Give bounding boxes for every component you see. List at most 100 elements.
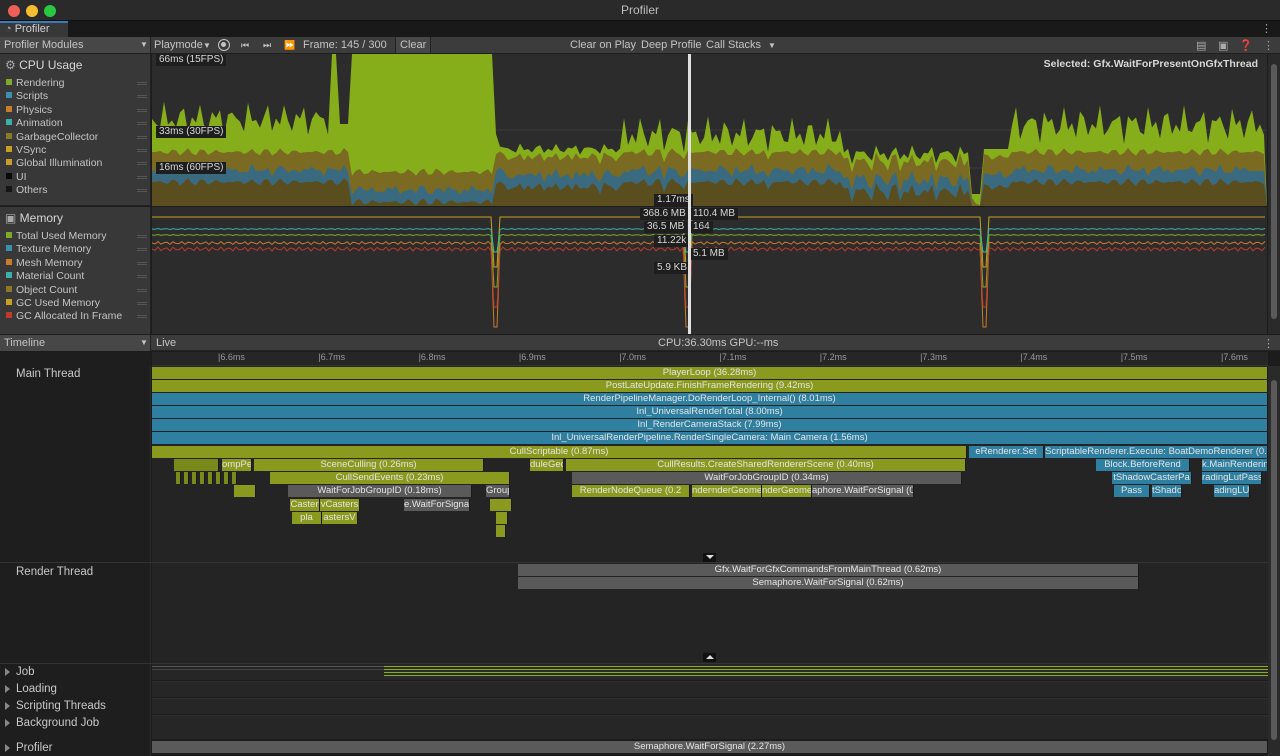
renderer-setup-bar[interactable]: eRenderer.Set [969,446,1044,458]
more-options-icon[interactable]: ⋮ [1263,338,1274,350]
job-track[interactable] [152,664,1268,680]
wait-job-group-bar[interactable]: WaitForJobGroupID (0.34ms) [572,472,962,484]
render-thread-track[interactable]: Gfx.WaitForGfxCommandsFromMainThread (0.… [152,563,1268,663]
collapse-main-thread-button[interactable] [703,553,716,562]
sample-bar[interactable]: Pass [1114,485,1150,497]
sample-bar[interactable]: Group [486,485,510,497]
first-frame-button[interactable]: ⏮ [241,40,250,50]
sample-bar[interactable]: adingLU [1214,485,1250,497]
timeline-scrollbar[interactable] [1268,366,1280,756]
sample-bar[interactable] [176,472,181,484]
sample-bar[interactable]: ompPer [222,459,252,471]
legend-mesh-memory[interactable]: Mesh Memory [6,257,83,269]
legend-total-used-memory[interactable]: Total Used Memory [6,230,106,242]
drag-handle-icon[interactable] [137,108,147,112]
tab-profiler[interactable]: ◔ Profiler [0,21,68,37]
sample-bar[interactable]: e.WaitForSigna [404,499,470,511]
sample-bar[interactable] [496,525,506,537]
clear-button[interactable]: Clear [395,37,431,53]
legend-physics[interactable]: Physics [6,104,52,116]
kebab-menu-icon[interactable]: ⋮ [1261,23,1272,35]
group-profiler[interactable]: Profiler [0,740,150,756]
render-camera-stack-bar[interactable]: Inl_RenderCameraStack (7.99ms) [152,419,1268,431]
cull-results-bar[interactable]: CullResults.CreateSharedRendererScene (0… [566,459,966,471]
legend-scripts[interactable]: Scripts [6,90,48,102]
do-render-loop-bar[interactable]: RenderPipelineManager.DoRenderLoop_Inter… [152,393,1268,405]
sample-bar[interactable]: aphore.WaitForSignal (0.1 [812,485,914,497]
profiler-modules-dropdown[interactable]: Profiler Modules ▼ [0,37,151,53]
sample-bar[interactable] [496,512,508,524]
sample-bar[interactable] [184,472,189,484]
legend-gc-allocated-in-frame[interactable]: GC Allocated In Frame [6,310,122,322]
legend-texture-memory[interactable]: Texture Memory [6,243,91,255]
call-stacks-dropdown[interactable]: Call Stacks [706,39,762,51]
legend-garbagecollector[interactable]: GarbageCollector [6,131,98,143]
deep-profile-button[interactable]: Deep Profile [641,39,702,51]
finish-frame-rendering-bar[interactable]: PostLateUpdate.FinishFrameRendering (9.4… [152,380,1268,392]
legend-gc-used-memory[interactable]: GC Used Memory [6,297,100,309]
drag-handle-icon[interactable] [137,315,147,319]
record-button[interactable] [218,39,230,51]
playerloop-bar[interactable]: PlayerLoop (36.28ms) [152,367,1268,379]
sample-bar[interactable]: RenderNodeQueue (0.2 [572,485,690,497]
legend-object-count[interactable]: Object Count [6,284,77,296]
group-loading[interactable]: Loading [0,681,150,697]
sample-bar[interactable] [216,472,221,484]
close-window-button[interactable] [8,5,20,17]
view-mode-dropdown[interactable]: Timeline ▼ [0,335,151,351]
sample-bar[interactable]: astersV [322,512,358,524]
drag-handle-icon[interactable] [137,82,147,85]
cpu-module-legend[interactable]: ⚙ CPU Usage Rendering Scripts Physics Anima… [0,54,151,206]
chart-scrollbar[interactable] [1268,54,1280,334]
target-mode-dropdown[interactable]: Playmode [154,39,203,51]
profiler-semaphore-bar[interactable]: Semaphore.WaitForSignal (2.27ms) [152,741,1268,753]
drag-handle-icon[interactable] [137,95,147,99]
drag-handle-icon[interactable] [137,135,147,139]
group-job[interactable]: Job [0,664,150,680]
semaphore-wait-bar[interactable]: Semaphore.WaitForSignal (0.62ms) [518,577,1139,589]
legend-animation[interactable]: Animation [6,117,63,129]
last-frame-button[interactable]: ⏩ [284,40,296,50]
legend-material-count[interactable]: Material Count [6,270,84,282]
chart-scrollbar-thumb[interactable] [1271,64,1277,319]
cpu-usage-chart[interactable]: 66ms (15FPS) 33ms (30FPS) 16ms (60FPS) S… [152,54,1267,206]
legend-rendering[interactable]: Rendering [6,77,64,89]
drag-handle-icon[interactable] [137,275,147,279]
memory-module-legend[interactable]: ▣ Memory Total Used Memory Texture Memory… [0,207,151,334]
collapse-render-thread-button[interactable] [703,653,716,662]
legend-vsync[interactable]: VSync [6,144,46,156]
maximize-window-button[interactable] [44,5,56,17]
sample-bar[interactable]: tShado [1152,485,1182,497]
timeline-scrollbar-thumb[interactable] [1271,380,1277,740]
legend-ui[interactable]: UI [6,171,27,183]
sample-bar[interactable]: radingLutPass [1202,472,1262,484]
sample-bar[interactable]: nderGeome [712,485,762,497]
sample-bar[interactable] [490,499,512,511]
group-scripting-threads[interactable]: Scripting Threads [0,698,150,714]
drag-handle-icon[interactable] [137,261,147,265]
drag-handle-icon[interactable] [137,162,147,166]
legend-global-illumination[interactable]: Global Illumination [6,157,102,169]
live-toggle[interactable]: Live [156,337,177,349]
drag-handle-icon[interactable] [137,189,147,193]
drag-handle-icon[interactable] [137,149,147,152]
sample-bar[interactable]: Block.BeforeRend [1096,459,1190,471]
render-single-camera-bar[interactable]: Inl_UniversalRenderPipeline.RenderSingle… [152,432,1268,444]
sample-bar[interactable]: Caster [290,499,320,511]
help-icon[interactable]: ❓ [1239,40,1253,52]
cull-scriptable-bar[interactable]: CullScriptable (0.87ms) [152,446,967,458]
drag-handle-icon[interactable] [137,122,147,126]
more-options-icon[interactable]: ⋮ [1263,40,1274,52]
next-frame-button[interactable]: ⏭ [263,40,272,50]
gfx-wait-bar[interactable]: Gfx.WaitForGfxCommandsFromMainThread (0.… [518,564,1139,576]
sample-bar[interactable]: tShadowCasterPa [1112,472,1192,484]
clear-on-play-button[interactable]: Clear on Play [570,39,637,51]
minimize-window-button[interactable] [26,5,38,17]
sample-bar[interactable] [174,459,219,471]
sample-bar[interactable] [200,472,205,484]
legend-others[interactable]: Others [6,184,48,196]
sample-bar[interactable]: vCasters [320,499,360,511]
scene-culling-bar[interactable]: SceneCulling (0.26ms) [254,459,484,471]
main-thread-label[interactable]: Main Thread [16,368,81,380]
wait-job-group-small-bar[interactable]: WaitForJobGroupID (0.18ms) [288,485,472,497]
